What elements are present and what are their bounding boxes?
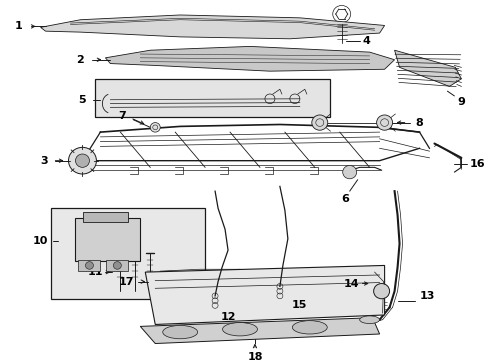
Text: 3: 3 [41,156,48,166]
Ellipse shape [163,325,197,339]
Ellipse shape [292,321,326,334]
Polygon shape [105,46,394,71]
Text: 12: 12 [220,312,235,322]
Polygon shape [41,15,384,39]
Polygon shape [140,318,379,343]
Text: 8: 8 [415,118,423,127]
Text: 5: 5 [79,95,86,105]
Text: 6: 6 [340,194,348,204]
Text: 14: 14 [343,279,359,288]
Text: 1: 1 [15,21,22,31]
Ellipse shape [359,316,379,324]
Bar [50,208,204,299]
Text: 7: 7 [118,111,126,121]
Bar [75,218,140,261]
Circle shape [150,123,160,132]
Text: 2: 2 [77,55,84,65]
Bar [78,260,100,271]
Text: 9: 9 [456,96,465,107]
Circle shape [68,147,96,174]
Text: 4: 4 [362,36,370,46]
Circle shape [311,115,327,130]
Circle shape [75,154,89,167]
Text: 10: 10 [33,236,48,246]
Polygon shape [145,265,384,324]
Circle shape [373,284,389,299]
Text: 15: 15 [291,301,307,310]
Text: 16: 16 [468,159,484,170]
Text: 17: 17 [119,276,134,287]
Bar [106,260,128,271]
Ellipse shape [222,323,257,336]
Circle shape [113,262,121,269]
Circle shape [85,262,93,269]
Bar [83,212,128,222]
Polygon shape [394,50,461,86]
Text: 11: 11 [87,267,103,277]
Text: 18: 18 [247,352,262,360]
Bar [95,79,329,117]
Text: 13: 13 [419,291,434,301]
Circle shape [376,115,392,130]
Circle shape [342,166,356,179]
